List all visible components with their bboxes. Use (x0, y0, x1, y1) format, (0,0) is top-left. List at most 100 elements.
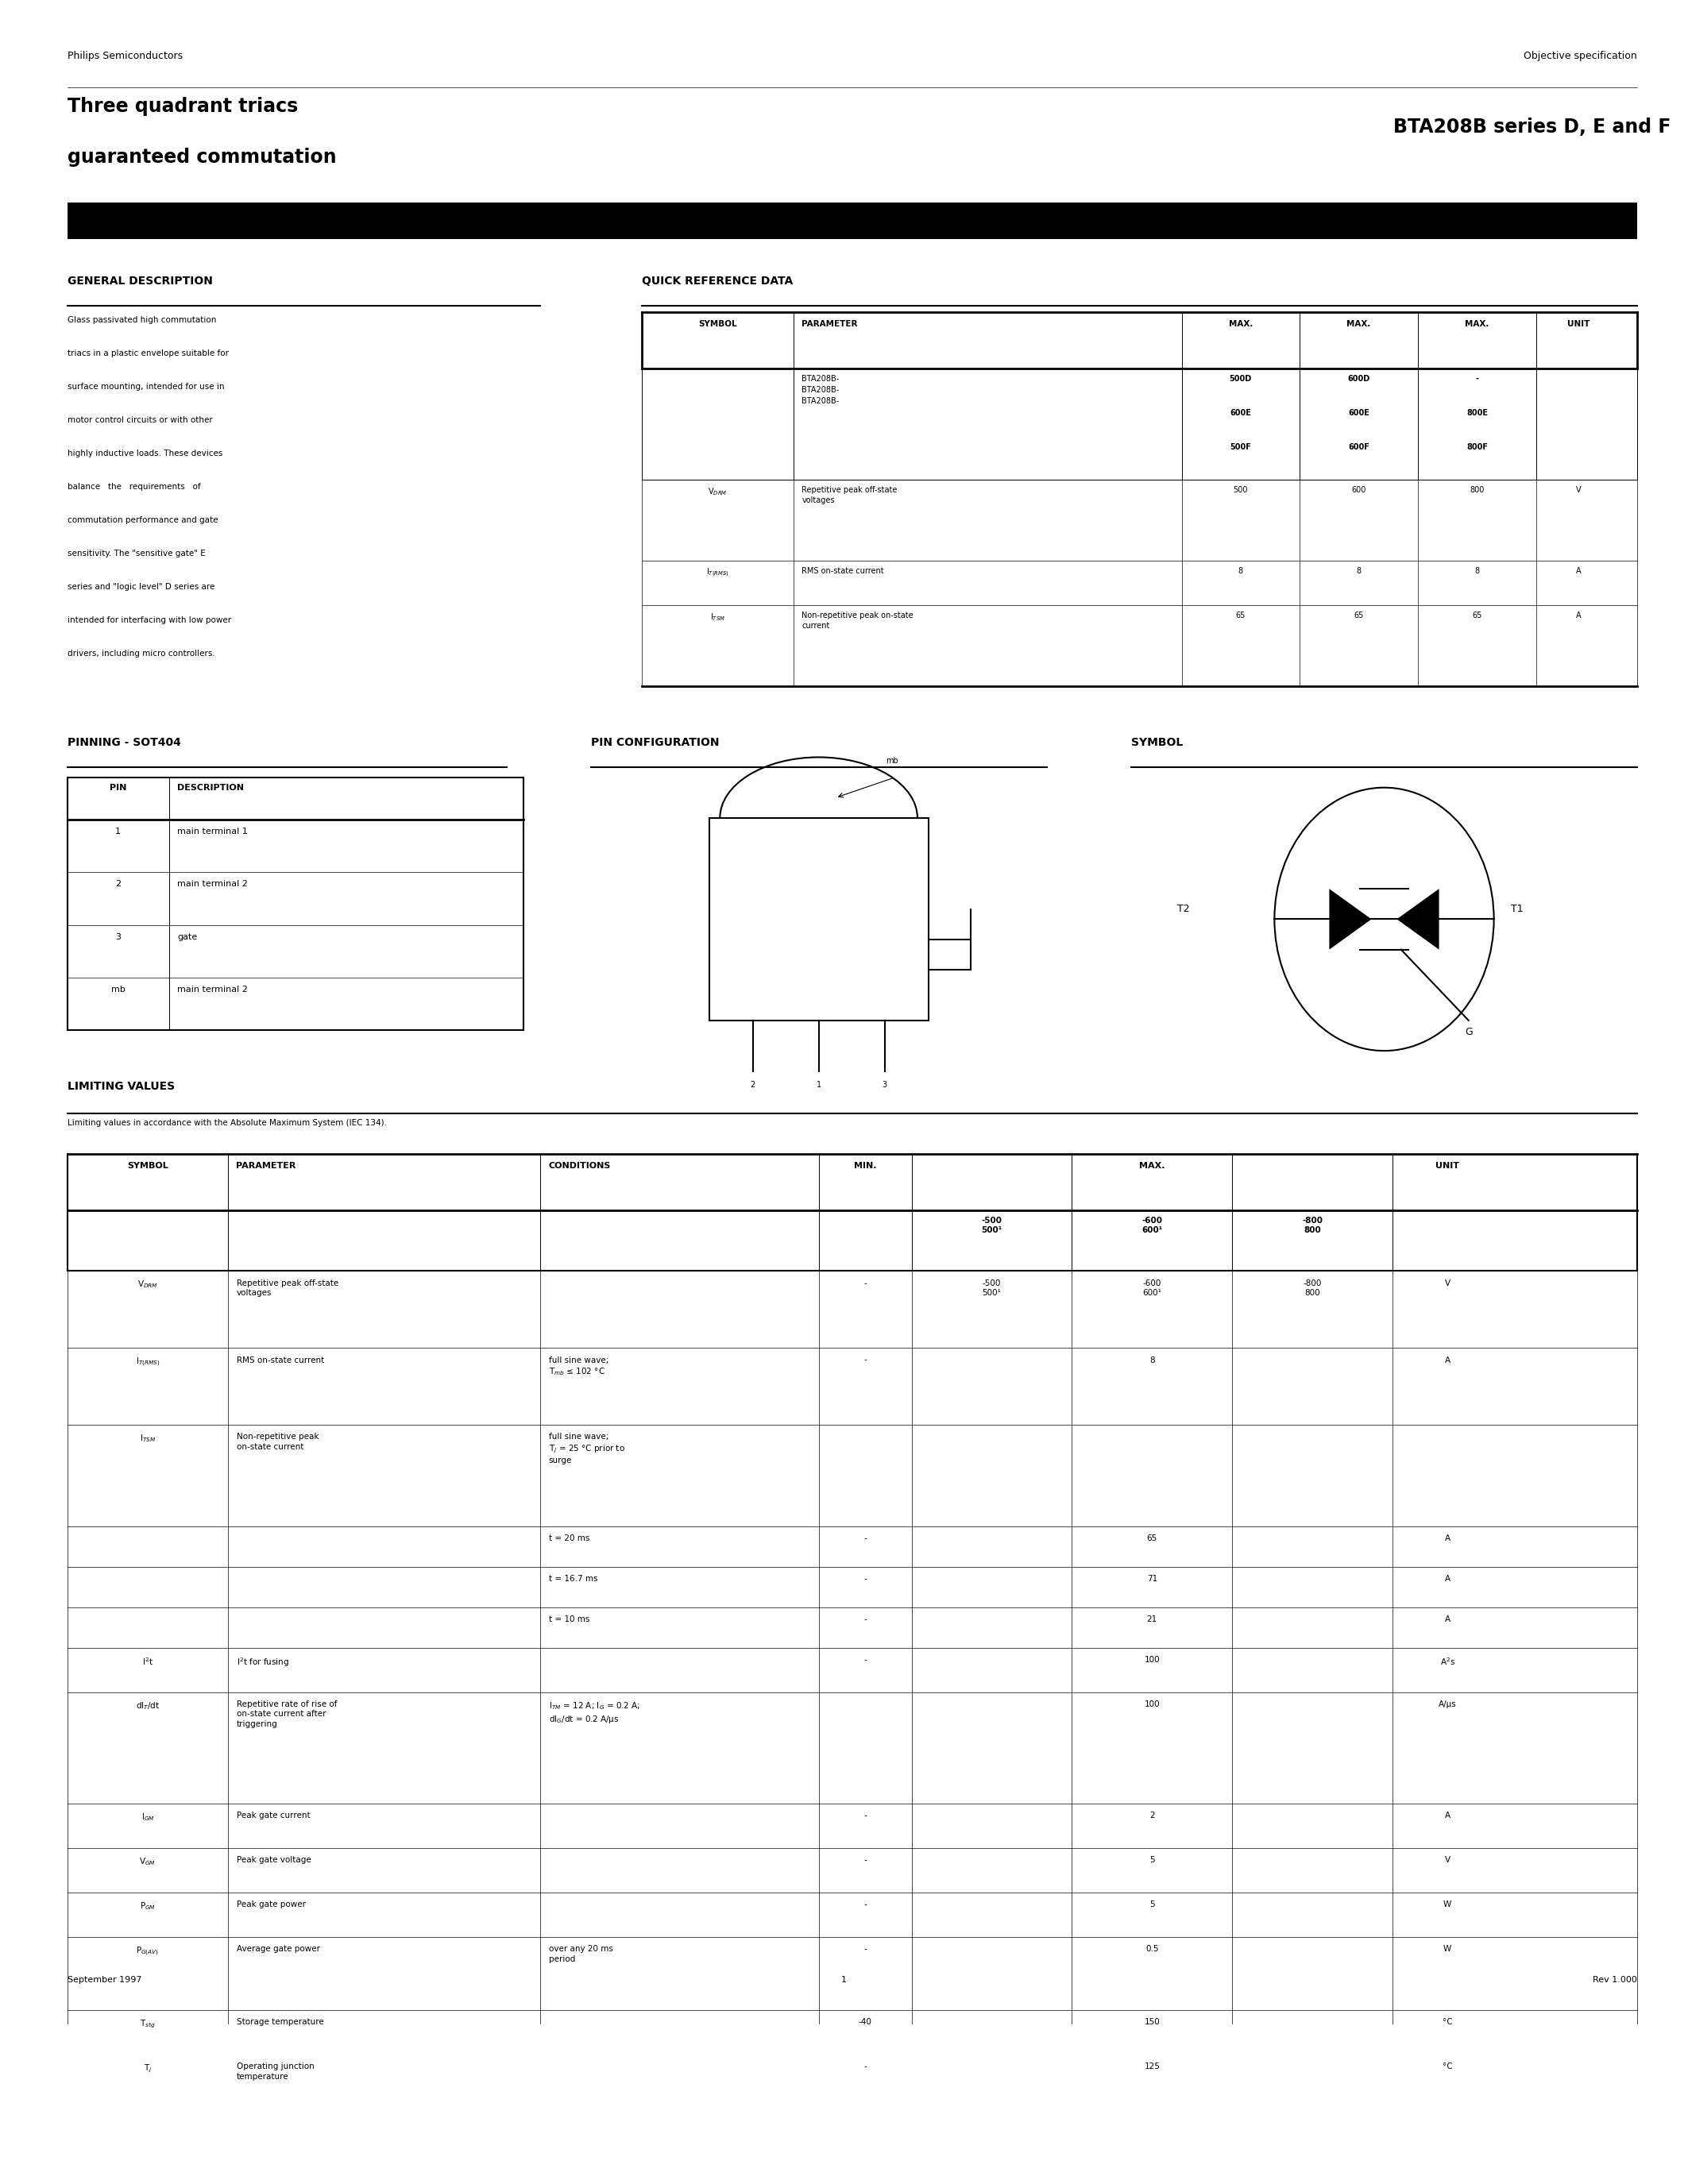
Text: -: - (864, 1575, 866, 1583)
Text: RMS on-state current: RMS on-state current (802, 568, 885, 574)
Text: surface mounting, intended for use in: surface mounting, intended for use in (68, 382, 225, 391)
Text: T2: T2 (1178, 904, 1190, 915)
Text: A: A (1575, 568, 1582, 574)
Text: I$_{TM}$ = 12 A; I$_G$ = 0.2 A;
dI$_G$/dt = 0.2 A/μs: I$_{TM}$ = 12 A; I$_G$ = 0.2 A; dI$_G$/d… (549, 1701, 640, 1725)
Text: V$_{DRM}$: V$_{DRM}$ (707, 485, 728, 498)
Text: 100: 100 (1144, 1701, 1160, 1708)
Text: balance   the   requirements   of: balance the requirements of (68, 483, 201, 491)
Text: MAX.: MAX. (1347, 319, 1371, 328)
Text: 1: 1 (115, 828, 122, 836)
Text: W: W (1443, 1900, 1452, 1909)
Text: SYMBOL: SYMBOL (699, 319, 736, 328)
Text: 65: 65 (1354, 612, 1364, 620)
Text: T1: T1 (1511, 904, 1523, 915)
Text: 500F: 500F (1231, 443, 1251, 452)
Text: 500D: 500D (1229, 376, 1252, 382)
Text: BTA208B-
BTA208B-
BTA208B-: BTA208B- BTA208B- BTA208B- (802, 376, 839, 404)
Text: Operating junction
temperature: Operating junction temperature (236, 2062, 314, 2081)
Text: SYMBOL: SYMBOL (127, 1162, 169, 1171)
Text: A: A (1575, 612, 1582, 620)
Text: MIN.: MIN. (854, 1162, 876, 1171)
Text: PINNING - SOT404: PINNING - SOT404 (68, 736, 181, 749)
Text: A: A (1445, 1356, 1450, 1365)
Text: -: - (864, 1813, 866, 1819)
Text: Storage temperature: Storage temperature (236, 2018, 324, 2027)
FancyBboxPatch shape (68, 203, 1637, 238)
Text: main terminal 2: main terminal 2 (177, 985, 248, 994)
Text: 3: 3 (883, 1081, 886, 1090)
Text: T$_j$: T$_j$ (143, 2062, 152, 2075)
Text: V$_{DRM}$: V$_{DRM}$ (137, 1280, 159, 1291)
Text: Average gate power: Average gate power (236, 1946, 319, 1952)
Text: BTA208B series D, E and F: BTA208B series D, E and F (1394, 118, 1671, 135)
Text: T$_{stg}$: T$_{stg}$ (140, 2018, 155, 2029)
Text: 800E: 800E (1467, 408, 1487, 417)
Text: LIMITING VALUES: LIMITING VALUES (68, 1081, 176, 1092)
Text: -800
800: -800 800 (1301, 1216, 1323, 1234)
Text: -: - (864, 1535, 866, 1542)
FancyBboxPatch shape (709, 819, 928, 1020)
Text: 100: 100 (1144, 1655, 1160, 1664)
Text: sensitivity. The "sensitive gate" E: sensitivity. The "sensitive gate" E (68, 550, 206, 557)
Text: I$^2$t for fusing: I$^2$t for fusing (236, 1655, 289, 1669)
Text: I$_{TSM}$: I$_{TSM}$ (140, 1433, 155, 1444)
Text: -800
800: -800 800 (1303, 1280, 1322, 1297)
Text: 500: 500 (1234, 485, 1247, 494)
Text: Three quadrant triacs: Three quadrant triacs (68, 96, 299, 116)
Text: -600
600¹: -600 600¹ (1143, 1280, 1161, 1297)
Text: PARAMETER: PARAMETER (236, 1162, 295, 1171)
Text: Limiting values in accordance with the Absolute Maximum System (IEC 134).: Limiting values in accordance with the A… (68, 1118, 387, 1127)
Text: UNIT: UNIT (1566, 319, 1590, 328)
Text: main terminal 2: main terminal 2 (177, 880, 248, 889)
Text: motor control circuits or with other: motor control circuits or with other (68, 417, 213, 424)
Text: 1: 1 (817, 1081, 820, 1090)
Text: commutation performance and gate: commutation performance and gate (68, 515, 218, 524)
Text: 8: 8 (1357, 568, 1361, 574)
Text: 5: 5 (1150, 1900, 1155, 1909)
Text: -: - (1475, 376, 1479, 382)
Text: -600
600¹: -600 600¹ (1141, 1216, 1163, 1234)
Text: -: - (864, 1280, 866, 1286)
Text: I$_{T(RMS)}$: I$_{T(RMS)}$ (135, 1356, 160, 1369)
Text: DESCRIPTION: DESCRIPTION (177, 784, 245, 791)
Text: drivers, including micro controllers.: drivers, including micro controllers. (68, 651, 214, 657)
Text: Glass passivated high commutation: Glass passivated high commutation (68, 317, 216, 323)
Text: V$_{GM}$: V$_{GM}$ (140, 1856, 155, 1867)
Text: V: V (1575, 485, 1582, 494)
Text: I$_{T(RMS)}$: I$_{T(RMS)}$ (706, 568, 729, 579)
Text: Peak gate current: Peak gate current (236, 1813, 311, 1819)
Text: 8: 8 (1239, 568, 1242, 574)
Text: 600D: 600D (1347, 376, 1371, 382)
Text: t = 20 ms: t = 20 ms (549, 1535, 589, 1542)
Text: highly inductive loads. These devices: highly inductive loads. These devices (68, 450, 223, 456)
Text: 21: 21 (1146, 1616, 1158, 1623)
Text: mb: mb (111, 985, 125, 994)
Text: 125: 125 (1144, 2062, 1160, 2070)
Text: full sine wave;
T$_j$ = 25 °C prior to
surge: full sine wave; T$_j$ = 25 °C prior to s… (549, 1433, 625, 1465)
Text: main terminal 1: main terminal 1 (177, 828, 248, 836)
Text: °C: °C (1443, 2062, 1452, 2070)
Text: 800F: 800F (1467, 443, 1487, 452)
Text: Objective specification: Objective specification (1524, 50, 1637, 61)
Text: 2: 2 (115, 880, 122, 889)
Text: -: - (864, 1856, 866, 1865)
Text: UNIT: UNIT (1435, 1162, 1460, 1171)
Text: V: V (1445, 1280, 1450, 1286)
Text: GENERAL DESCRIPTION: GENERAL DESCRIPTION (68, 275, 213, 286)
Text: t = 10 ms: t = 10 ms (549, 1616, 589, 1623)
Text: -500
500¹: -500 500¹ (982, 1280, 1001, 1297)
Text: -40: -40 (859, 2018, 871, 2027)
Text: W: W (1443, 1946, 1452, 1952)
Text: MAX.: MAX. (1229, 319, 1252, 328)
Text: 2: 2 (751, 1081, 755, 1090)
Text: intended for interfacing with low power: intended for interfacing with low power (68, 616, 231, 625)
Text: MAX.: MAX. (1465, 319, 1489, 328)
Text: P$_{GM}$: P$_{GM}$ (140, 1900, 155, 1911)
Text: MAX.: MAX. (1139, 1162, 1165, 1171)
Text: 71: 71 (1146, 1575, 1158, 1583)
Text: Repetitive rate of rise of
on-state current after
triggering: Repetitive rate of rise of on-state curr… (236, 1701, 338, 1728)
Text: dI$_T$/dt: dI$_T$/dt (135, 1701, 160, 1712)
Text: 0.5: 0.5 (1146, 1946, 1158, 1952)
Text: PARAMETER: PARAMETER (802, 319, 858, 328)
Text: A$^2$s: A$^2$s (1440, 1655, 1455, 1666)
